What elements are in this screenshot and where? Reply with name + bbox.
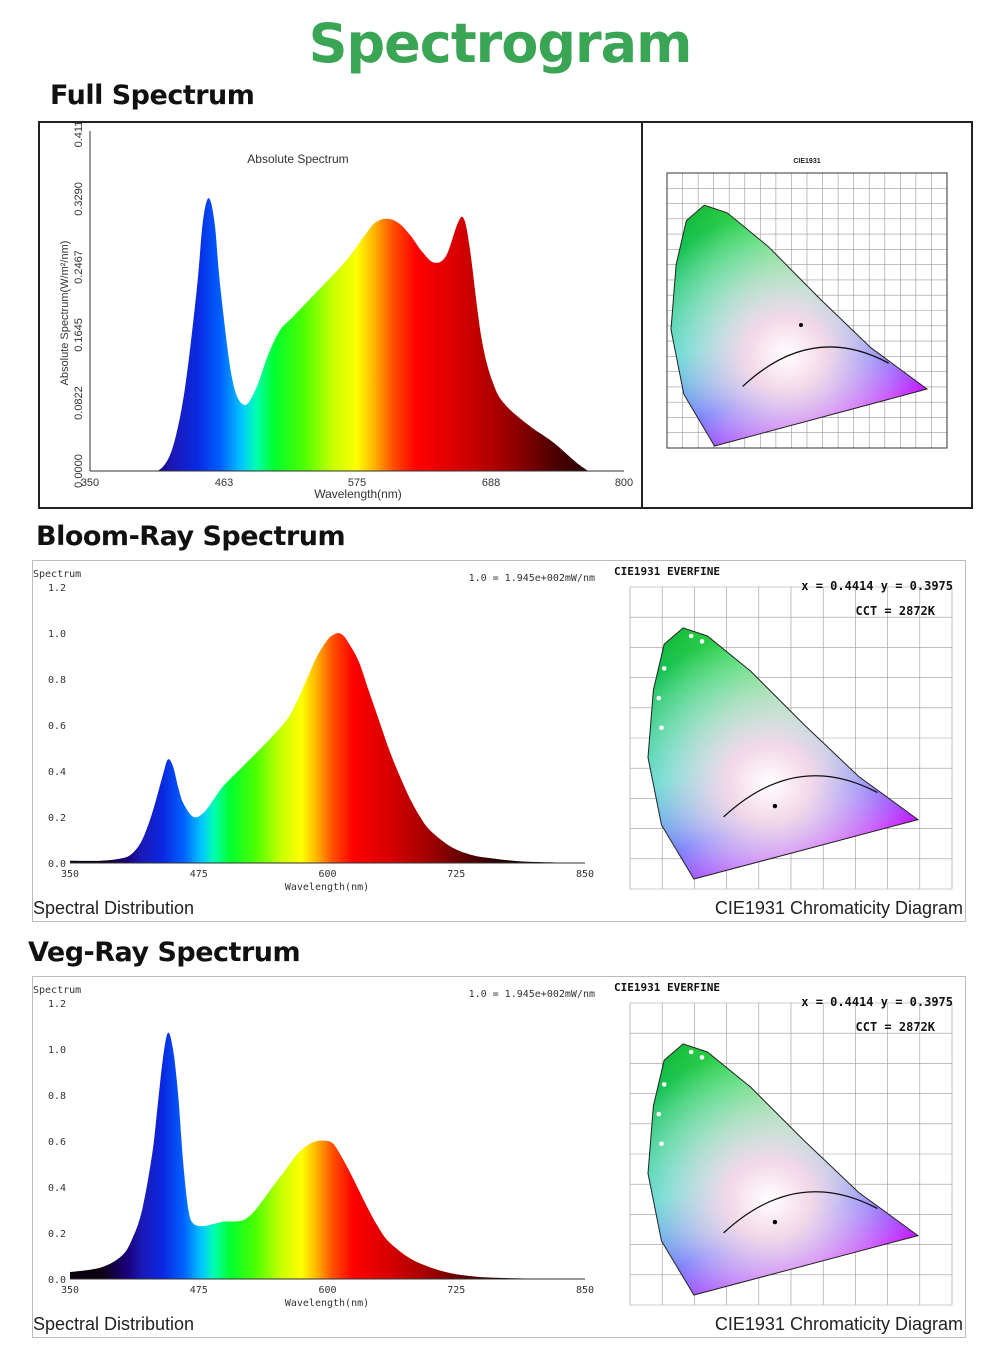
- bloom-ytick-0.4: 0.4: [48, 767, 66, 778]
- full-area: [90, 198, 589, 471]
- bloom-cie-marker-1: [656, 695, 662, 701]
- veg-cie-gamut-white: [648, 1043, 918, 1295]
- full-xtick-575: 575: [348, 477, 366, 489]
- full-ytick-0.4112: 0.4112: [73, 123, 85, 147]
- veg-panel: 350 475 600 725 850 0.0 0.2 0.4 0.6 0.8 1.0 1.2 Spec…: [32, 976, 966, 1338]
- bloom-ytick-1.0: 1.0: [48, 629, 66, 640]
- bloom-cie-xy: x = 0.4414 y = 0.3975: [801, 579, 953, 593]
- veg-xtick-600: 600: [318, 1285, 336, 1296]
- bloom-scale-note: 1.0 = 1.945e+002mW/nm: [469, 573, 595, 584]
- veg-ylabel: Spectrum: [33, 985, 81, 996]
- veg-ytick-1.2: 1.2: [48, 999, 66, 1010]
- full-cie-frame: [666, 172, 948, 449]
- veg-ytick-0.2: 0.2: [48, 1229, 66, 1240]
- section-heading-veg: Veg-Ray Spectrum: [28, 937, 301, 968]
- bloom-left-caption: Spectral Distribution: [33, 898, 195, 918]
- veg-xtick-475: 475: [190, 1285, 208, 1296]
- page-title: Spectrogram: [308, 12, 693, 75]
- bloom-spectrum-svg: 350 475 600 725 850 0.0 0.2 0.4 0.6 0.8 1.0 1.2 Spec…: [33, 569, 595, 893]
- bloom-xlabel: Wavelength(nm): [285, 882, 369, 893]
- veg-cie-gamut-outline: [647, 1043, 920, 1296]
- full-spectrum-chart: 350 463 575 688 800 0.0000 0.0822 0.1645 0.2467 0…: [38, 121, 646, 509]
- bloom-xtick-600: 600: [318, 869, 336, 880]
- full-ytick-0.1645: 0.1645: [73, 318, 85, 352]
- veg-cie-header: CIE1931 EVERFINE: [614, 981, 720, 994]
- bloom-ytick-0.0: 0.0: [48, 859, 66, 870]
- bloom-cie-planckian-locus: [723, 775, 878, 818]
- bloom-cie-header: CIE1931 EVERFINE: [614, 565, 720, 578]
- bloom-cie-marker-3: [688, 633, 694, 639]
- veg-area: [70, 1032, 585, 1279]
- section-heading-full: Full Spectrum: [50, 80, 255, 111]
- bloom-ylabel: Spectrum: [33, 569, 81, 580]
- veg-ytick-0.0: 0.0: [48, 1275, 66, 1286]
- bloom-cie-point: [772, 803, 778, 809]
- full-ytick-0.2467: 0.2467: [73, 250, 85, 284]
- full-xlabel: Wavelength(nm): [314, 487, 402, 501]
- bloom-ytick-0.8: 0.8: [48, 675, 66, 686]
- veg-left-caption: Spectral Distribution: [33, 1314, 195, 1334]
- veg-right-caption: CIE1931 Chromaticity Diagram: [714, 1314, 963, 1334]
- bloom-ytick-0.6: 0.6: [48, 721, 66, 732]
- bloom-xtick-350: 350: [61, 869, 79, 880]
- bloom-ytick-1.2: 1.2: [48, 583, 66, 594]
- full-cie-point: [799, 323, 803, 327]
- bloom-right-caption: CIE1931 Chromaticity Diagram: [714, 898, 963, 918]
- veg-scale-note: 1.0 = 1.945e+002mW/nm: [469, 989, 595, 1000]
- full-cie-gamut-outline: [670, 204, 929, 447]
- veg-ytick-1.0: 1.0: [48, 1045, 66, 1056]
- veg-cie-marker-2: [659, 1141, 664, 1147]
- veg-cie-planckian-locus: [723, 1191, 878, 1234]
- section-heading-bloom: Bloom-Ray Spectrum: [36, 521, 346, 552]
- veg-xtick-725: 725: [447, 1285, 465, 1296]
- full-xtick-800: 800: [615, 477, 633, 489]
- full-ytick-0.0822: 0.0822: [73, 386, 85, 420]
- veg-xlabel: Wavelength(nm): [285, 1298, 369, 1309]
- full-cie-panel: CIE1931: [641, 121, 973, 509]
- veg-ytick-0.6: 0.6: [48, 1137, 66, 1148]
- full-cie-svg: CIE1931: [666, 158, 948, 449]
- full-cie-gamut-white: [671, 205, 927, 446]
- veg-ytick-0.4: 0.4: [48, 1183, 66, 1194]
- veg-cie-marker-4: [699, 1055, 705, 1060]
- veg-cie-point: [772, 1219, 778, 1225]
- bloom-panel: 350 475 600 725 850 0.0 0.2 0.4 0.6 0.8 1.0 1.2 Spec…: [32, 560, 966, 922]
- full-ytick-0.3290: 0.3290: [73, 182, 85, 216]
- full-spectrum-svg: 350 463 575 688 800 0.0000 0.0822 0.1645 0.2467 0…: [59, 123, 633, 501]
- bloom-cie-marker-2: [659, 725, 664, 731]
- veg-cie-marker-1: [656, 1111, 662, 1117]
- bloom-xtick-475: 475: [190, 869, 208, 880]
- bloom-area: [70, 633, 585, 863]
- full-cie-planckian-locus: [742, 346, 889, 387]
- veg-cie-svg: CIE1931 EVERFINE x = 0.4414 y = 0.3975 CCT…: [614, 981, 953, 1306]
- full-ylabel: Absolute Spectrum(W/m²/nm): [59, 241, 71, 386]
- veg-xtick-850: 850: [576, 1285, 594, 1296]
- veg-ytick-0.8: 0.8: [48, 1091, 66, 1102]
- bloom-xtick-850: 850: [576, 869, 594, 880]
- bloom-ytick-0.2: 0.2: [48, 813, 66, 824]
- bloom-cie-svg: CIE1931 EVERFINE x = 0.4414 y = 0.3975 CCT…: [614, 565, 953, 890]
- bloom-cie-marker-0: [661, 666, 667, 671]
- full-ytick-0.0000: 0.0000: [73, 454, 85, 488]
- bloom-cie-marker-4: [699, 639, 705, 644]
- veg-cie-marker-0: [661, 1082, 667, 1087]
- bloom-cie-gamut-white: [648, 627, 918, 879]
- full-cie-title: CIE1931: [793, 158, 820, 165]
- veg-cie-xy: x = 0.4414 y = 0.3975: [801, 995, 953, 1009]
- veg-cie-cct: CCT = 2872K: [856, 1020, 936, 1034]
- bloom-xtick-725: 725: [447, 869, 465, 880]
- bloom-cie-gamut-outline: [647, 627, 920, 880]
- full-xtick-463: 463: [215, 477, 233, 489]
- veg-cie-marker-3: [688, 1049, 694, 1055]
- full-xtick-688: 688: [482, 477, 500, 489]
- veg-xtick-350: 350: [61, 1285, 79, 1296]
- full-xtick-350: 350: [81, 477, 99, 489]
- full-chart-title: Absolute Spectrum: [247, 152, 348, 166]
- veg-spectrum-svg: 350 475 600 725 850 0.0 0.2 0.4 0.6 0.8 1.0 1.2 Spec…: [33, 985, 595, 1309]
- bloom-cie-cct: CCT = 2872K: [856, 604, 936, 618]
